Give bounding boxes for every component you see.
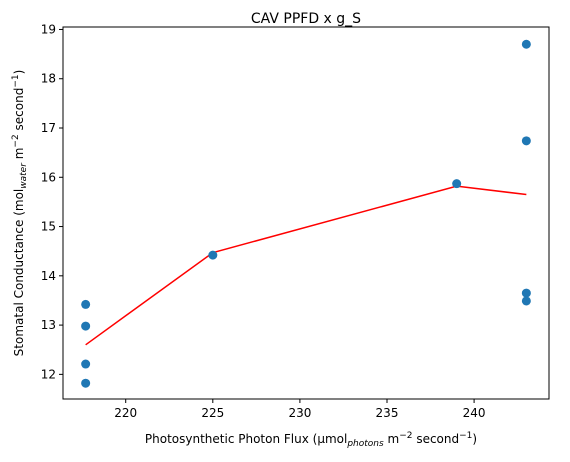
x-axis-label-subscript: photons: [346, 439, 384, 449]
x-axis-label-end: ): [472, 432, 477, 446]
data-point: [452, 179, 462, 189]
y-axis-label-post: second: [12, 88, 26, 135]
y-tick-label: 14: [41, 269, 56, 283]
data-point: [81, 321, 91, 331]
data-point: [521, 136, 531, 146]
x-axis-label: Photosynthetic Photon Flux (µmolphotons …: [145, 431, 477, 449]
x-axis: 220 225 230 235 240: [114, 399, 486, 420]
y-tick-label: 15: [41, 220, 56, 234]
plot-frame: [62, 26, 550, 400]
y-axis-label-mid: m: [12, 148, 26, 164]
data-point: [521, 296, 531, 306]
series-line: [85, 185, 527, 346]
y-axis: 12 13 14 15 16 17 18 19: [41, 22, 63, 381]
chart-title: CAV PPFD x g_S: [251, 11, 361, 27]
y-axis-label: Stomatal Conductance (molwater m−2 secon…: [11, 70, 29, 357]
y-axis-label-superscript-1: −2: [11, 134, 21, 147]
x-axis-label-pre: Photosynthetic Photon Flux (µmol: [145, 432, 347, 446]
y-axis-label-superscript-2: −1: [11, 74, 21, 87]
y-axis-label-end: ): [12, 70, 26, 75]
data-point: [208, 250, 218, 260]
data-point: [521, 39, 531, 49]
data-point: [81, 378, 91, 388]
y-tick-label: 17: [41, 121, 56, 135]
y-axis-label-pre: Stomatal Conductance (mol: [12, 189, 26, 357]
y-tick-label: 16: [41, 170, 56, 184]
y-tick-label: 18: [41, 72, 56, 86]
x-tick-label: 240: [463, 406, 486, 420]
x-axis-label-superscript-1: −2: [399, 431, 412, 441]
x-tick-label: 225: [201, 406, 224, 420]
x-tick-label: 220: [114, 406, 137, 420]
data-point: [521, 288, 531, 298]
y-tick-label: 12: [41, 367, 56, 381]
data-point: [81, 359, 91, 369]
x-tick-label: 235: [376, 406, 399, 420]
x-tick-label: 230: [288, 406, 311, 420]
plot-content: [81, 39, 531, 388]
y-axis-label-subscript: water: [19, 162, 29, 189]
y-tick-label: 13: [41, 318, 56, 332]
y-tick-label: 19: [41, 22, 56, 36]
x-axis-label-post: second: [413, 432, 460, 446]
x-axis-label-mid: m: [384, 432, 400, 446]
x-axis-label-superscript-2: −1: [459, 431, 472, 441]
data-point: [81, 299, 91, 309]
